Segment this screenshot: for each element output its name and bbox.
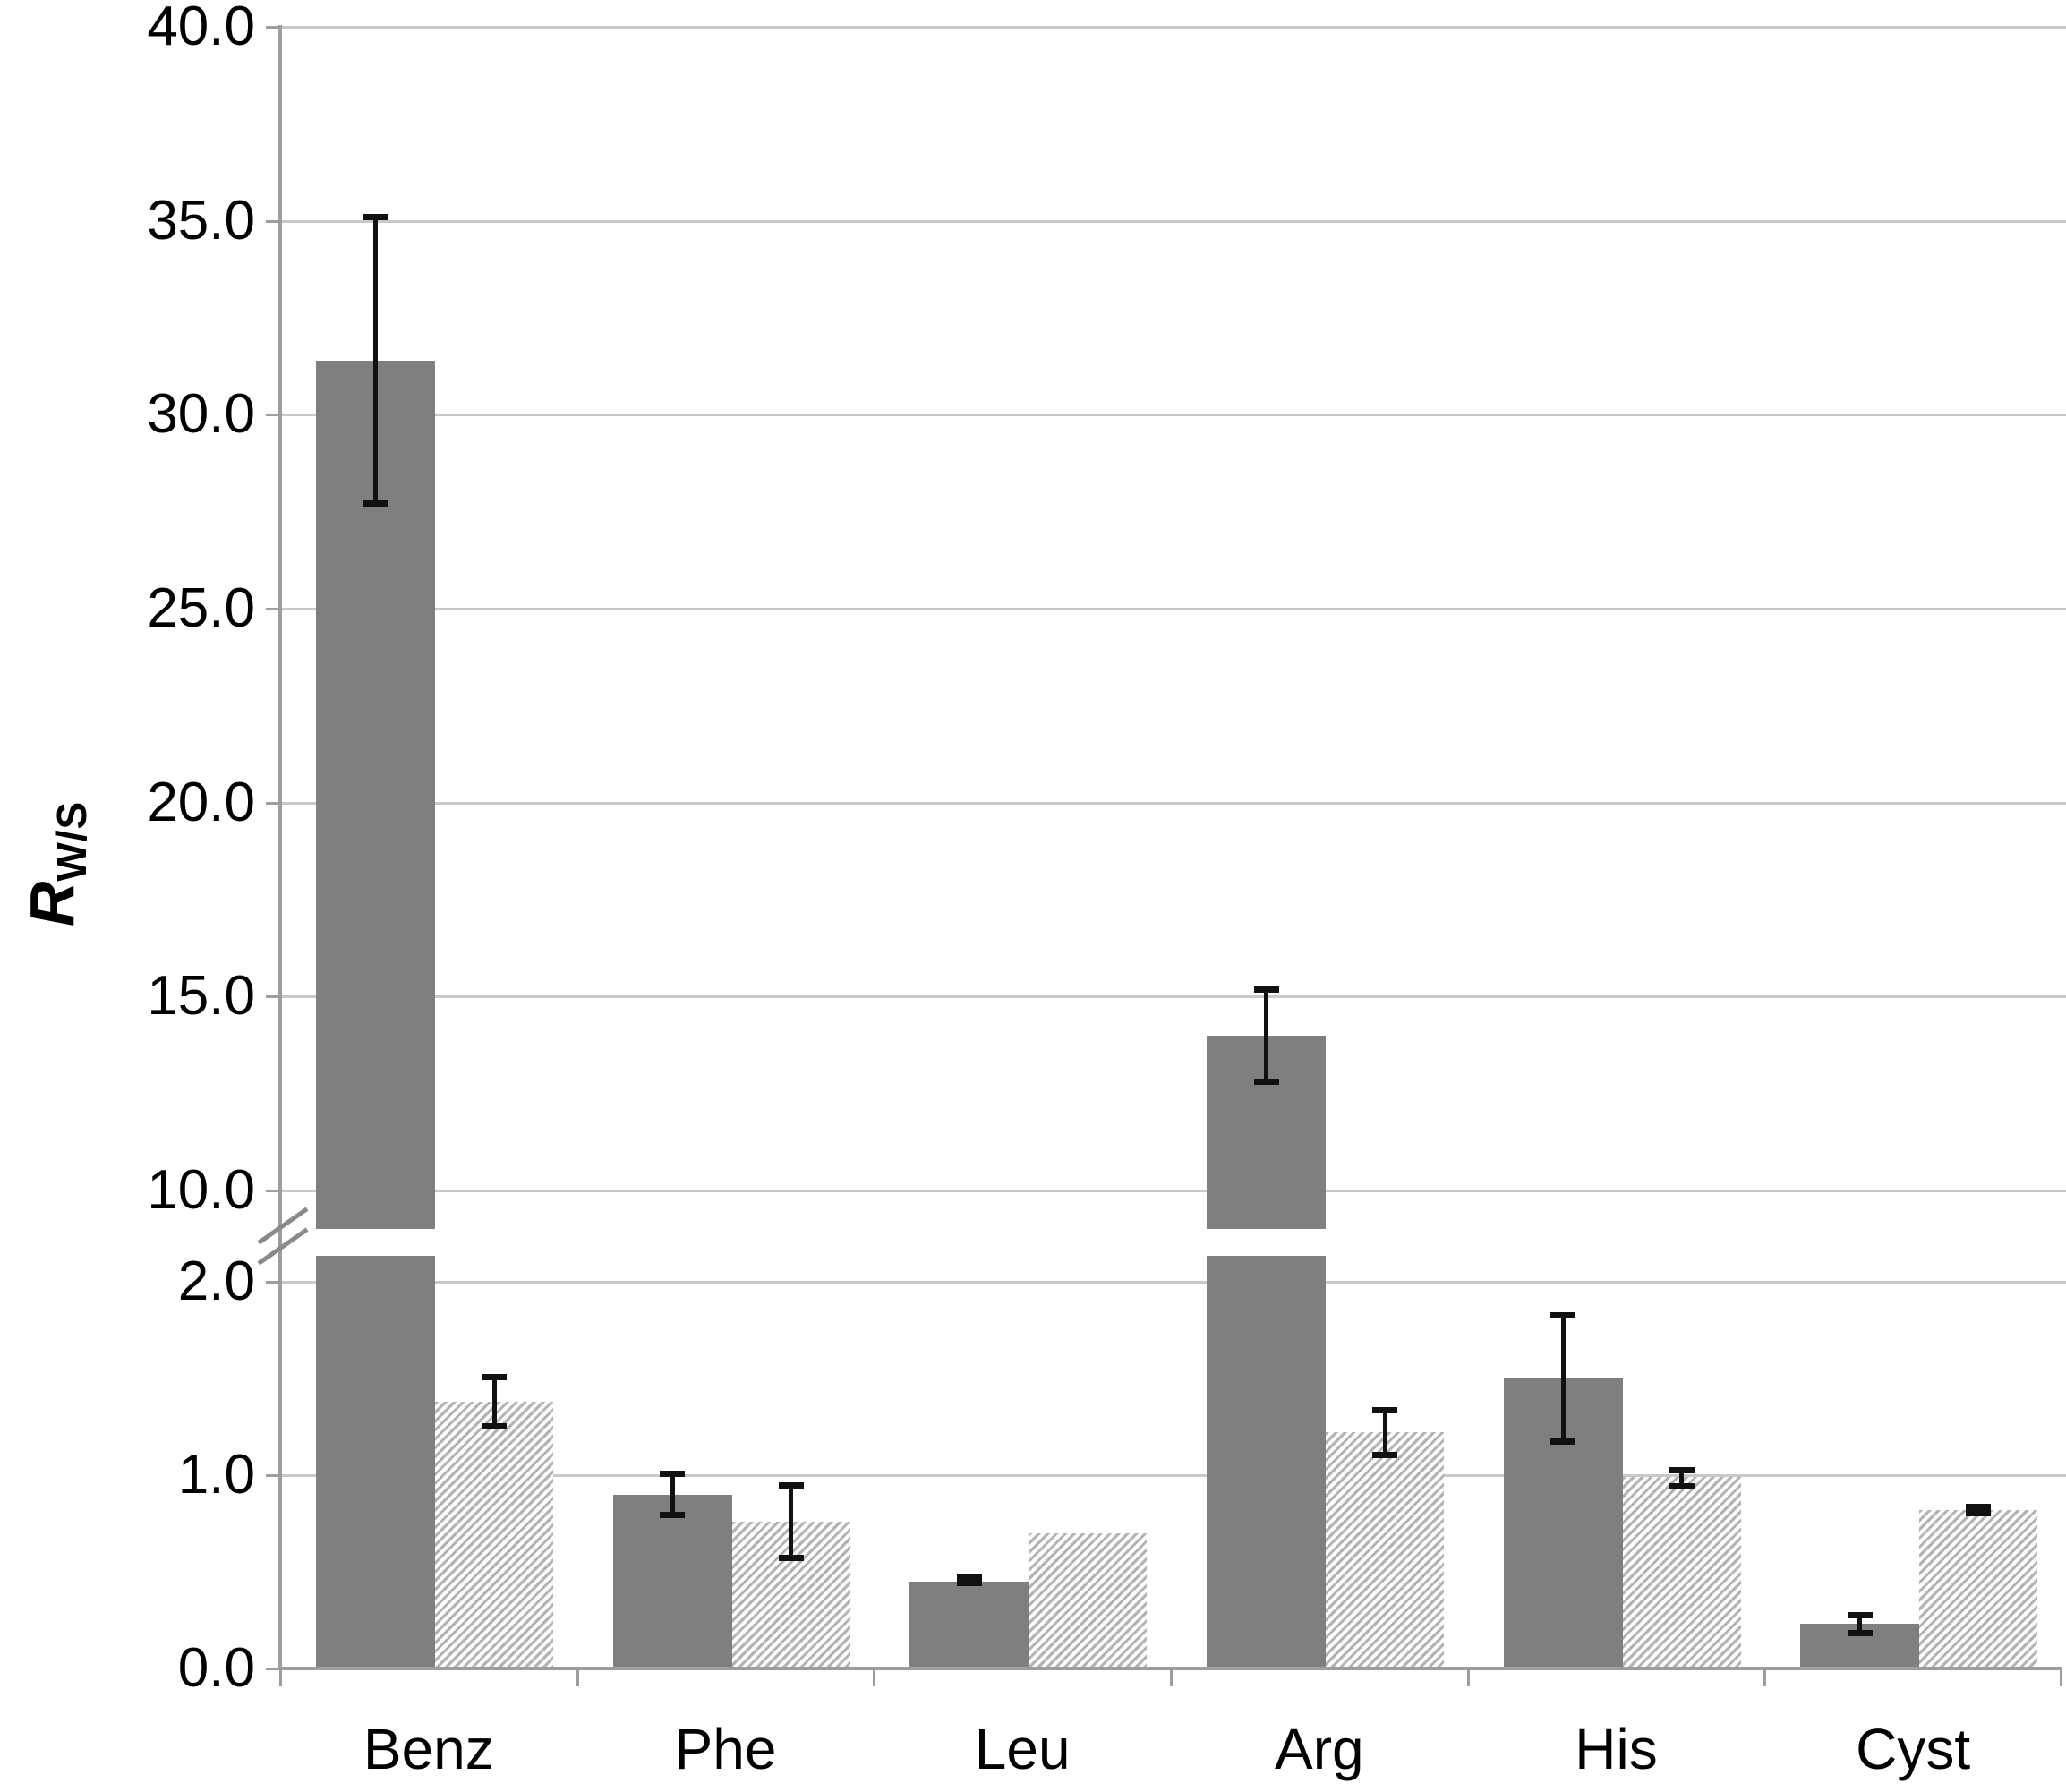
error-bar [491, 1376, 497, 1427]
error-bar-cap [363, 214, 388, 221]
error-bar-cap [1253, 986, 1279, 993]
gridline [280, 219, 2066, 223]
y-axis-tick [266, 26, 280, 29]
x-axis-tick [2060, 1668, 2062, 1686]
error-bar [670, 1472, 675, 1516]
axis-break-mark [257, 1227, 309, 1266]
hatched-bar-his-lower [1622, 1477, 1741, 1668]
error-bar-cap [778, 1481, 804, 1489]
error-bar-cap [1669, 1482, 1695, 1489]
hatched-bar-cyst-lower [1919, 1509, 2038, 1668]
category-label: Cyst [1856, 1717, 1971, 1781]
gridline [280, 1281, 2066, 1284]
error-bar-cap [660, 1470, 686, 1477]
y-axis-title-symbol: R [17, 881, 87, 927]
y-tick-label: 15.0 [147, 965, 255, 1028]
error-bar-cap [956, 1579, 982, 1586]
y-tick-label: 25.0 [147, 576, 255, 639]
error-bar-cap [1847, 1611, 1873, 1618]
y-tick-label: 35.0 [147, 189, 255, 252]
x-axis-tick [576, 1668, 579, 1686]
gridline [280, 995, 2066, 999]
x-axis-tick [1466, 1668, 1470, 1686]
y-axis-line [278, 25, 282, 1670]
error-bar [1679, 1469, 1685, 1487]
solid-bar-arg-lower [1207, 1256, 1326, 1668]
error-bar [1560, 1314, 1566, 1443]
error-bar [1382, 1409, 1387, 1456]
y-axis-tick [266, 801, 280, 805]
y-tick-label: 30.0 [147, 383, 255, 446]
axis-break-mark [257, 1207, 309, 1245]
y-axis-tick [266, 1668, 280, 1670]
y-axis-title-subscript: W/S [48, 800, 95, 882]
y-tick-label: 0.0 [177, 1637, 255, 1699]
error-bar-cap [482, 1373, 507, 1380]
y-axis-tick [266, 414, 280, 417]
error-bar-cap [1372, 1406, 1397, 1413]
error-bar-cap [778, 1554, 804, 1561]
category-label: Phe [674, 1717, 777, 1781]
error-bar-cap [1550, 1311, 1576, 1318]
error-bar [1264, 988, 1268, 1082]
category-label: His [1575, 1717, 1658, 1781]
error-bar-cap [1550, 1438, 1576, 1446]
y-axis-tick [266, 1281, 280, 1284]
solid-bar-leu-lower [909, 1581, 1029, 1668]
solid-bar-benz-lower [316, 1256, 435, 1668]
gridline [280, 414, 2066, 417]
error-bar-cap [956, 1574, 982, 1582]
error-bar [373, 217, 378, 504]
y-tick-label: 10.0 [147, 1158, 255, 1221]
y-tick-label: 2.0 [177, 1250, 255, 1312]
error-bar-cap [1847, 1630, 1873, 1637]
hatched-bar-leu-lower [1029, 1532, 1148, 1668]
y-axis-tick [266, 607, 280, 610]
error-bar-cap [1372, 1452, 1397, 1459]
error-bar-cap [660, 1512, 686, 1519]
error-bar [789, 1484, 794, 1558]
category-label: Arg [1275, 1717, 1364, 1781]
error-bar-cap [1669, 1466, 1695, 1473]
error-bar-cap [1966, 1503, 1992, 1510]
hatched-bar-arg-lower [1326, 1432, 1444, 1668]
error-bar [1857, 1614, 1863, 1634]
y-axis-tick [266, 995, 280, 999]
x-axis-tick [873, 1668, 876, 1686]
error-bar [1976, 1506, 1981, 1515]
gridline [280, 607, 2066, 610]
error-bar-cap [363, 499, 388, 507]
hatched-bar-benz-lower [435, 1401, 553, 1668]
gridline [280, 1474, 2066, 1477]
x-axis-tick [1170, 1668, 1173, 1686]
y-tick-label: 40.0 [147, 0, 255, 57]
category-label: Leu [974, 1717, 1071, 1781]
y-axis-tick [266, 219, 280, 223]
y-axis-title: RW/S [16, 756, 95, 971]
category-label: Benz [363, 1717, 494, 1781]
x-axis-tick [1763, 1668, 1767, 1686]
solid-bar-phe-lower [612, 1494, 732, 1668]
gridline [280, 1189, 2066, 1192]
x-axis-tick [279, 1668, 282, 1686]
y-tick-label: 20.0 [147, 771, 255, 833]
y-axis-tick [266, 1474, 280, 1477]
gridline [280, 801, 2066, 805]
error-bar-cap [1966, 1510, 1992, 1517]
y-tick-label: 1.0 [177, 1444, 255, 1506]
y-axis-tick [266, 1189, 280, 1192]
gridline [280, 26, 2066, 29]
error-bar-cap [482, 1423, 507, 1429]
error-bar-cap [1253, 1078, 1279, 1085]
